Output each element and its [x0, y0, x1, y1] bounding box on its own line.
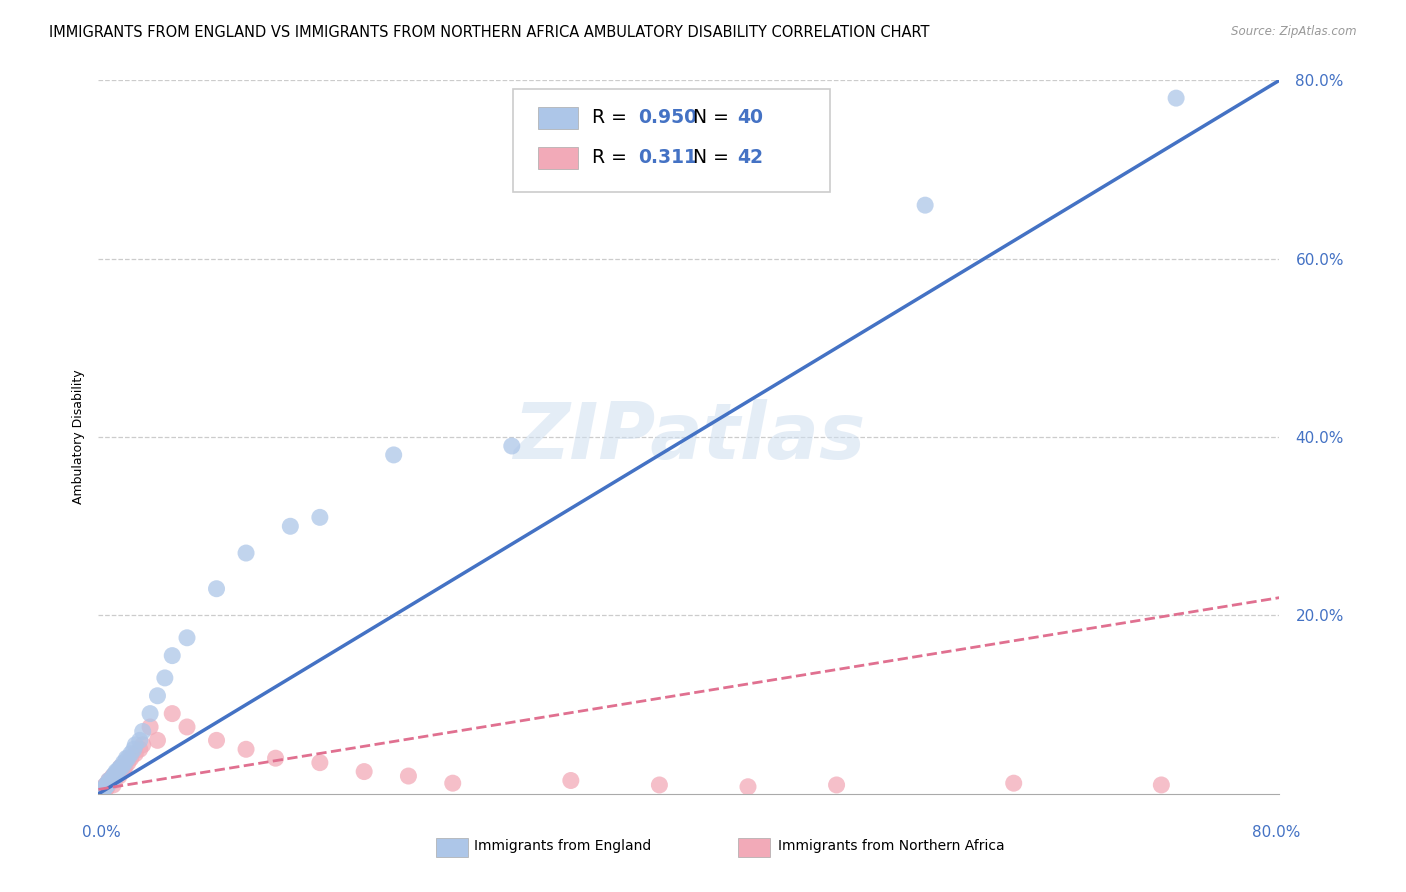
Text: 80.0%: 80.0% [1253, 825, 1301, 839]
Point [353, 764, 375, 779]
Text: 0.0%: 0.0% [82, 825, 121, 839]
Text: N =: N = [693, 148, 735, 168]
Point [104, 767, 127, 781]
Point [139, 706, 162, 721]
Point [103, 778, 125, 792]
Text: 0.950: 0.950 [638, 108, 697, 128]
Point [107, 764, 129, 779]
Point [107, 764, 129, 779]
Point [103, 769, 125, 783]
Point [112, 762, 135, 776]
Point [128, 742, 150, 756]
Point [648, 778, 671, 792]
Point [110, 764, 132, 779]
Point [97, 773, 120, 788]
Text: R =: R = [592, 108, 633, 128]
Text: IMMIGRANTS FROM ENGLAND VS IMMIGRANTS FROM NORTHERN AFRICA AMBULATORY DISABILITY: IMMIGRANTS FROM ENGLAND VS IMMIGRANTS FR… [49, 25, 929, 40]
Point [309, 756, 332, 770]
Text: R =: R = [592, 148, 633, 168]
Point [97, 776, 120, 790]
Point [235, 546, 257, 560]
Point [146, 733, 169, 747]
Point [560, 773, 582, 788]
Point [280, 519, 302, 533]
Point [124, 738, 146, 752]
Point [104, 773, 127, 788]
Point [114, 756, 136, 770]
Point [176, 631, 198, 645]
Point [105, 769, 128, 783]
Point [91, 782, 114, 797]
Point [100, 773, 122, 788]
Point [398, 769, 420, 783]
Point [501, 439, 523, 453]
Point [105, 769, 128, 783]
Point [1166, 91, 1188, 105]
Point [264, 751, 287, 765]
Text: ZIPatlas: ZIPatlas [513, 399, 865, 475]
Text: Immigrants from England: Immigrants from England [474, 838, 651, 853]
Point [117, 756, 139, 770]
Point [98, 773, 121, 788]
Point [105, 764, 128, 779]
Text: Source: ZipAtlas.com: Source: ZipAtlas.com [1232, 25, 1357, 38]
Point [132, 724, 155, 739]
Text: 40: 40 [737, 108, 762, 128]
Y-axis label: Ambulatory Disability: Ambulatory Disability [72, 370, 84, 504]
Point [98, 773, 121, 788]
Point [91, 782, 114, 797]
Point [114, 760, 136, 774]
Point [146, 689, 169, 703]
Point [97, 776, 120, 790]
Point [122, 742, 145, 756]
Point [108, 762, 131, 776]
Point [112, 756, 135, 770]
Point [117, 751, 139, 765]
Point [108, 769, 131, 783]
Text: N =: N = [693, 108, 735, 128]
Point [737, 780, 759, 794]
Point [309, 510, 332, 524]
Point [162, 648, 183, 663]
Point [139, 720, 162, 734]
Point [110, 760, 132, 774]
Text: 0.311: 0.311 [638, 148, 697, 168]
Point [94, 778, 117, 792]
Point [825, 778, 848, 792]
Point [100, 771, 122, 785]
Point [441, 776, 464, 790]
Point [382, 448, 405, 462]
Point [94, 778, 117, 792]
Point [94, 780, 117, 794]
Point [1002, 776, 1025, 790]
Point [97, 773, 120, 788]
Point [176, 720, 198, 734]
Text: 42: 42 [737, 148, 762, 168]
Point [93, 780, 115, 794]
Point [132, 738, 155, 752]
Point [103, 769, 125, 783]
Text: Immigrants from Northern Africa: Immigrants from Northern Africa [778, 838, 1004, 853]
Point [120, 747, 142, 761]
Point [96, 780, 118, 794]
Point [111, 760, 134, 774]
Point [111, 764, 134, 779]
Point [124, 747, 146, 761]
Point [1150, 778, 1173, 792]
Point [128, 733, 150, 747]
Point [205, 582, 228, 596]
Point [96, 778, 118, 792]
Point [103, 771, 125, 785]
Point [162, 706, 183, 721]
Point [205, 733, 228, 747]
Point [94, 782, 117, 797]
Point [235, 742, 257, 756]
Point [120, 751, 142, 765]
Point [93, 781, 115, 796]
Point [110, 760, 132, 774]
Point [115, 751, 138, 765]
Point [914, 198, 936, 212]
Point [153, 671, 176, 685]
